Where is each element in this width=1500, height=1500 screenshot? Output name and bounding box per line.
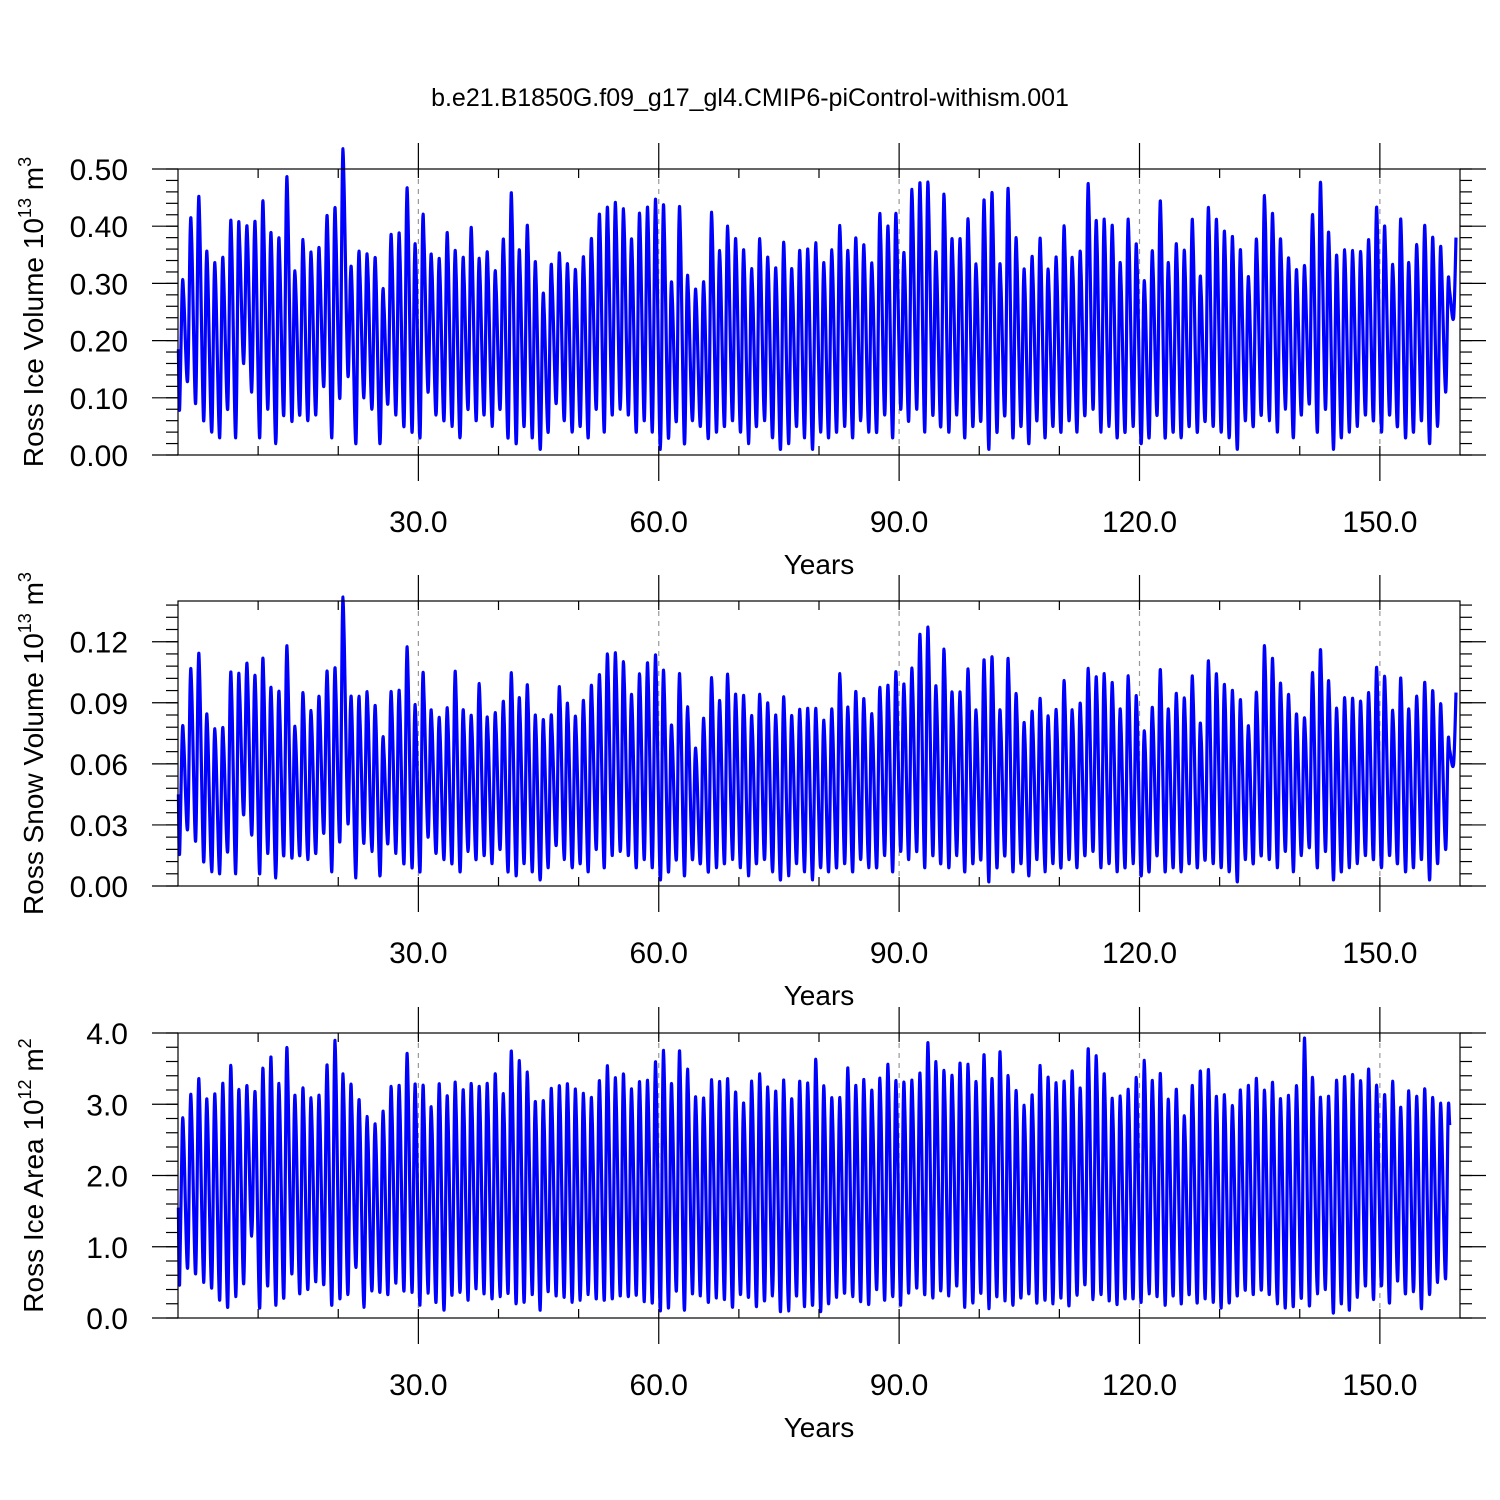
y-tick-label: 3.0	[86, 1089, 128, 1122]
x-tick-label: 30.0	[389, 506, 447, 539]
data-series-line	[176, 1036, 1452, 1315]
ross-ice-volume-panel: 0.00 0.10 0.20 0.30 0.40 0.50 30.0 60.0 90.0 120.…	[15, 143, 1486, 580]
x-tick-label: 30.0	[389, 937, 447, 970]
x-tick-label: 90.0	[870, 506, 928, 539]
x-axis-title: Years	[784, 1412, 855, 1443]
data-series-line	[176, 147, 1458, 451]
y-tick-label: 0.40	[70, 211, 128, 244]
y-tick-label: 0.00	[70, 871, 128, 904]
ross-snow-volume-panel: 0.00 0.03 0.06 0.09 0.12 30.0 60.0 90.0 120.0 150…	[15, 572, 1486, 1011]
y-axis-title: Ross Ice Volume 1013 m3	[15, 157, 49, 467]
figure-title: b.e21.B1850G.f09_g17_gl4.CMIP6-piControl…	[431, 84, 1069, 112]
x-tick-label: 30.0	[389, 1369, 447, 1402]
x-tick-label: 150.0	[1342, 1369, 1417, 1402]
y-axis-title: Ross Snow Volume 1013 m3	[15, 572, 49, 915]
y-tick-label: 0.06	[70, 749, 128, 782]
y-tick-label: 1.0	[86, 1232, 128, 1265]
x-tick-label: 120.0	[1102, 506, 1177, 539]
y-tick-label: 0.50	[70, 154, 128, 187]
x-tick-label: 60.0	[630, 1369, 688, 1402]
ross-ice-area-panel: 0.0 1.0 2.0 3.0 4.0 30.0 60.0 90.0 120.0 150.0 Yea…	[15, 1007, 1486, 1443]
x-tick-label: 120.0	[1102, 1369, 1177, 1402]
x-tick-label: 60.0	[630, 506, 688, 539]
y-tick-label: 0.0	[86, 1303, 128, 1336]
x-axis-title: Years	[784, 980, 855, 1011]
x-tick-label: 60.0	[630, 937, 688, 970]
y-tick-label: 0.09	[70, 688, 128, 721]
x-tick-label: 90.0	[870, 937, 928, 970]
y-tick-label: 0.20	[70, 326, 128, 359]
y-tick-label: 0.00	[70, 440, 128, 473]
y-tick-label: 0.30	[70, 268, 128, 301]
x-axis-title: Years	[784, 549, 855, 580]
x-tick-label: 120.0	[1102, 937, 1177, 970]
y-tick-label: 0.12	[70, 627, 128, 660]
y-tick-label: 4.0	[86, 1018, 128, 1051]
y-tick-label: 0.03	[70, 810, 128, 843]
y-axis-title: Ross Ice Area 1012 m2	[15, 1038, 49, 1312]
y-tick-label: 0.10	[70, 383, 128, 416]
x-tick-label: 90.0	[870, 1369, 928, 1402]
data-series-line	[176, 595, 1458, 884]
y-tick-label: 2.0	[86, 1161, 128, 1194]
x-tick-label: 150.0	[1342, 506, 1417, 539]
x-tick-label: 150.0	[1342, 937, 1417, 970]
